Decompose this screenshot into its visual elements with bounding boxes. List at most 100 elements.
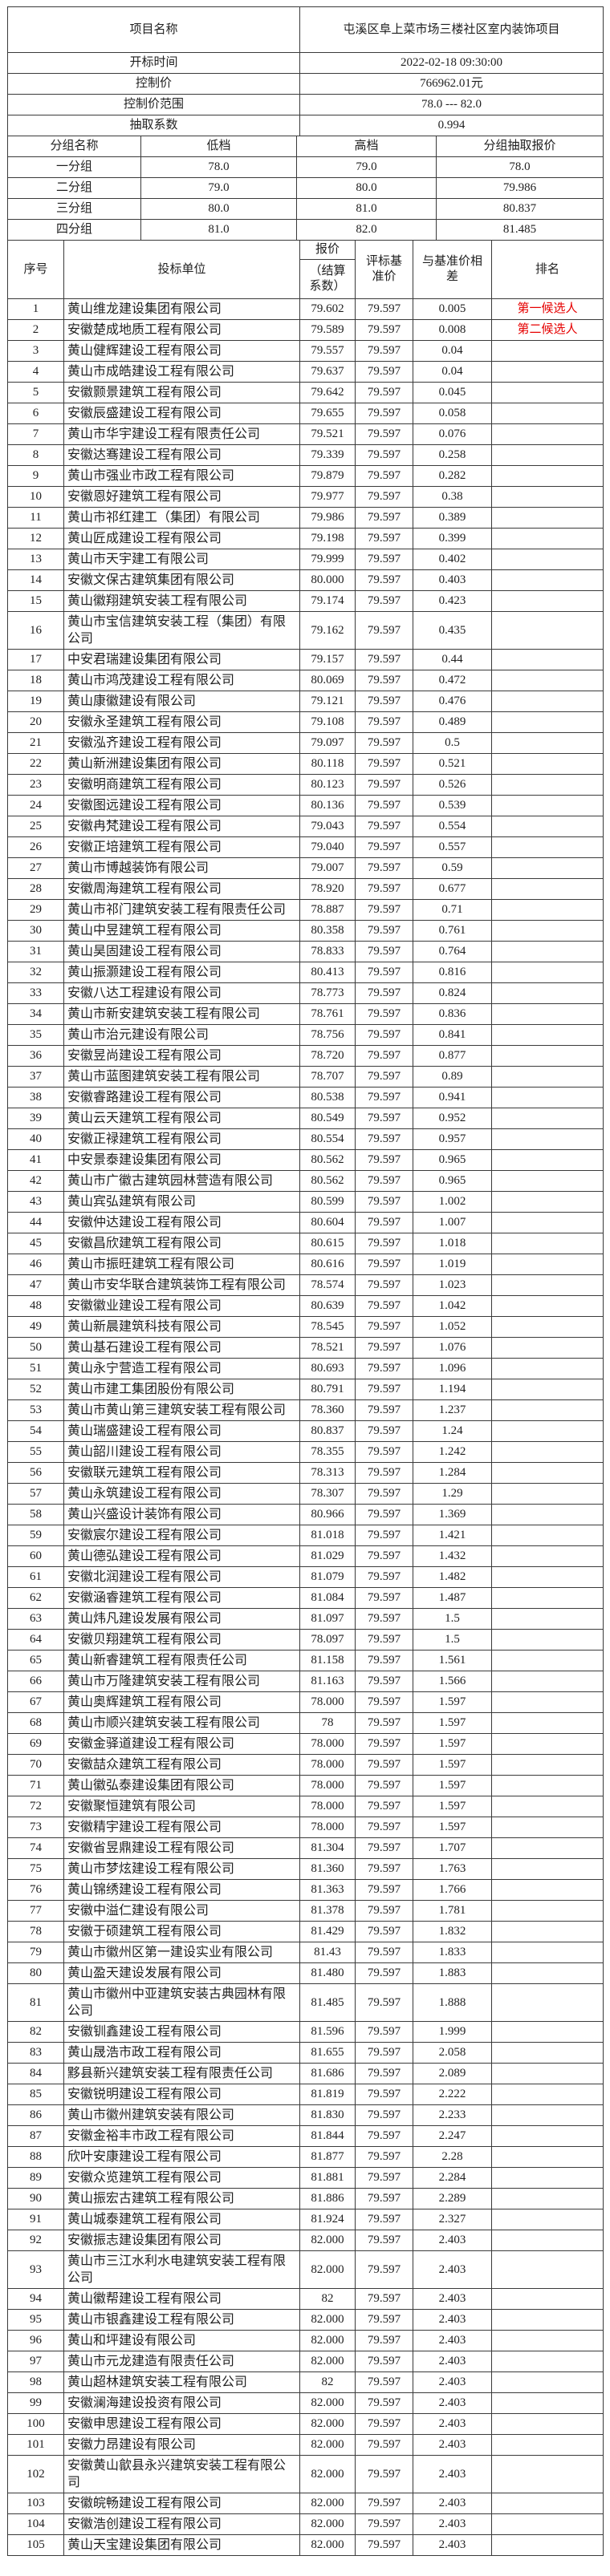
bid-serial-no-cell: 74 bbox=[7, 1837, 64, 1859]
bid-rank-cell bbox=[491, 1691, 604, 1713]
bid-diff-cell: 1.194 bbox=[413, 1379, 492, 1400]
bid-price-cell: 79.557 bbox=[299, 340, 356, 362]
bid-row: 57 黄山永筑建设工程有限公司 78.307 79.597 1.29 bbox=[7, 1483, 604, 1505]
bid-base-price-cell: 79.597 bbox=[355, 691, 413, 712]
bid-company-cell: 安徽恩好建筑工程有限公司 bbox=[63, 486, 300, 508]
bid-diff-cell: 1.007 bbox=[413, 1212, 492, 1233]
bid-base-price-cell: 79.597 bbox=[355, 1837, 413, 1859]
col-header-company: 投标单位 bbox=[63, 240, 300, 299]
bid-diff-cell: 2.222 bbox=[413, 2084, 492, 2105]
bid-diff-cell: 0.472 bbox=[413, 670, 492, 691]
bid-price-cell: 80.791 bbox=[299, 1379, 356, 1400]
bid-row: 103 安徽皖畅建设工程有限公司 82.000 79.597 2.403 bbox=[7, 2493, 604, 2514]
bid-serial-no-cell: 8 bbox=[7, 444, 64, 466]
bid-price-cell: 82 bbox=[299, 2288, 356, 2310]
bid-diff-cell: 2.247 bbox=[413, 2125, 492, 2147]
bid-diff-cell: 0.539 bbox=[413, 795, 492, 816]
bid-row: 32 黄山振灏建设工程有限公司 80.413 79.597 0.816 bbox=[7, 962, 604, 983]
bid-diff-cell: 0.38 bbox=[413, 486, 492, 508]
bid-company-cell: 安徽聚恒建筑有限公司 bbox=[63, 1796, 300, 1817]
bid-company-cell: 安徽中溢仁建设有限公司 bbox=[63, 1900, 300, 1922]
bid-serial-no-cell: 23 bbox=[7, 774, 64, 796]
bid-rank-cell bbox=[491, 2167, 604, 2189]
bid-serial-no-cell: 32 bbox=[7, 962, 64, 983]
bid-company-cell: 黄山晟浩市政工程有限公司 bbox=[63, 2042, 300, 2064]
group-drawn-price-cell: 80.837 bbox=[436, 198, 604, 220]
bid-row: 38 安徽睿路建设工程有限公司 80.538 79.597 0.941 bbox=[7, 1087, 604, 1108]
bid-serial-no-cell: 24 bbox=[7, 795, 64, 816]
info-value: 78.0 --- 82.0 bbox=[299, 94, 604, 115]
bid-price-cell: 78.707 bbox=[299, 1066, 356, 1088]
bid-rank-cell bbox=[491, 361, 604, 383]
bid-serial-no-cell: 6 bbox=[7, 403, 64, 424]
bid-serial-no-cell: 63 bbox=[7, 1608, 64, 1630]
bid-base-price-cell: 79.597 bbox=[355, 941, 413, 962]
bid-price-cell: 80.562 bbox=[299, 1170, 356, 1192]
bid-company-cell: 安徽联元建筑工程有限公司 bbox=[63, 1462, 300, 1484]
bid-base-price-cell: 79.597 bbox=[355, 2330, 413, 2351]
bid-price-cell: 82.000 bbox=[299, 2392, 356, 2414]
group-low-cell: 79.0 bbox=[140, 177, 297, 199]
info-row: 控制价 766962.01元 bbox=[7, 73, 604, 95]
bid-base-price-cell: 79.597 bbox=[355, 1045, 413, 1067]
bid-serial-no-cell: 7 bbox=[7, 423, 64, 445]
bid-diff-cell: 2.403 bbox=[413, 2230, 492, 2251]
info-row: 项目名称 屯溪区阜上菜市场三楼社区室内装饰项目 bbox=[7, 6, 604, 53]
bid-price-cell: 78.000 bbox=[299, 1775, 356, 1796]
bid-row: 59 安徽宸尔建设工程有限公司 81.018 79.597 1.421 bbox=[7, 1525, 604, 1546]
bid-company-cell: 黄山基石建设工程有限公司 bbox=[63, 1337, 300, 1359]
bid-serial-no-cell: 22 bbox=[7, 753, 64, 775]
bid-company-cell: 安徽锐明建设工程有限公司 bbox=[63, 2084, 300, 2105]
bid-rank-cell bbox=[491, 774, 604, 796]
bid-diff-cell: 0.389 bbox=[413, 507, 492, 529]
col-header-low: 低档 bbox=[140, 136, 297, 157]
bid-base-price-cell: 79.597 bbox=[355, 2309, 413, 2331]
bid-row: 13 黄山市天宇建工有限公司 79.999 79.597 0.402 bbox=[7, 549, 604, 570]
bid-row: 70 安徽喆众建筑工程有限公司 78.000 79.597 1.597 bbox=[7, 1754, 604, 1776]
bid-base-price-cell: 79.597 bbox=[355, 774, 413, 796]
bid-serial-no-cell: 9 bbox=[7, 465, 64, 487]
bid-rank-cell bbox=[491, 340, 604, 362]
bid-base-price-cell: 79.597 bbox=[355, 2513, 413, 2535]
bid-company-cell: 中安君瑞建设集团有限公司 bbox=[63, 649, 300, 670]
bid-serial-no-cell: 21 bbox=[7, 732, 64, 754]
bid-company-cell: 黄山市蓝图建筑安装工程有限公司 bbox=[63, 1066, 300, 1088]
bid-price-cell: 79.637 bbox=[299, 361, 356, 383]
bid-diff-cell: 2.327 bbox=[413, 2209, 492, 2230]
bid-row: 83 黄山晟浩市政工程有限公司 81.655 79.597 2.058 bbox=[7, 2042, 604, 2064]
bid-company-cell: 安徽于硕建筑工程有限公司 bbox=[63, 1921, 300, 1942]
bid-rank-cell bbox=[491, 2351, 604, 2372]
bid-base-price-cell: 79.597 bbox=[355, 836, 413, 858]
bid-serial-no-cell: 83 bbox=[7, 2042, 64, 2064]
bid-rank-cell bbox=[491, 2021, 604, 2043]
bid-base-price-cell: 79.597 bbox=[355, 2371, 413, 2393]
bid-price-cell: 81.163 bbox=[299, 1671, 356, 1692]
bid-base-price-cell: 79.597 bbox=[355, 2434, 413, 2456]
bid-base-price-cell: 79.597 bbox=[355, 361, 413, 383]
bid-base-price-cell: 79.597 bbox=[355, 878, 413, 900]
bid-row: 24 安徽图远建设工程有限公司 80.136 79.597 0.539 bbox=[7, 795, 604, 816]
bid-serial-no-cell: 37 bbox=[7, 1066, 64, 1088]
bid-company-cell: 安徽永圣建筑工程有限公司 bbox=[63, 711, 300, 733]
bid-company-cell: 黄山新睿建筑工程有限责任公司 bbox=[63, 1650, 300, 1671]
bid-base-price-cell: 79.597 bbox=[355, 962, 413, 983]
bid-company-cell: 黄山炜凡建设发展有限公司 bbox=[63, 1608, 300, 1630]
bid-base-price-cell: 79.597 bbox=[355, 1525, 413, 1546]
bid-price-cell: 81.360 bbox=[299, 1858, 356, 1880]
bid-base-price-cell: 79.597 bbox=[355, 486, 413, 508]
bid-row: 50 黄山基石建设工程有限公司 78.521 79.597 1.076 bbox=[7, 1337, 604, 1359]
bid-price-cell: 78.720 bbox=[299, 1045, 356, 1067]
bid-serial-no-cell: 100 bbox=[7, 2413, 64, 2435]
bid-rank-cell bbox=[491, 1545, 604, 1567]
bid-row: 21 安徽泓齐建设工程有限公司 79.097 79.597 0.5 bbox=[7, 732, 604, 754]
bid-rank-cell bbox=[491, 2371, 604, 2393]
bid-rank-cell bbox=[491, 1399, 604, 1421]
bid-serial-no-cell: 62 bbox=[7, 1587, 64, 1609]
bid-price-cell: 78.761 bbox=[299, 1003, 356, 1025]
bid-diff-cell: 1.242 bbox=[413, 1441, 492, 1463]
bid-company-cell: 黄山市元龙建造有限责任公司 bbox=[63, 2351, 300, 2372]
bid-serial-no-cell: 50 bbox=[7, 1337, 64, 1359]
bid-price-cell: 79.589 bbox=[299, 319, 356, 341]
bid-rank-cell: 第一候选人 bbox=[491, 298, 604, 320]
bid-row: 66 黄山市万隆建筑安装工程有限公司 81.163 79.597 1.566 bbox=[7, 1671, 604, 1692]
